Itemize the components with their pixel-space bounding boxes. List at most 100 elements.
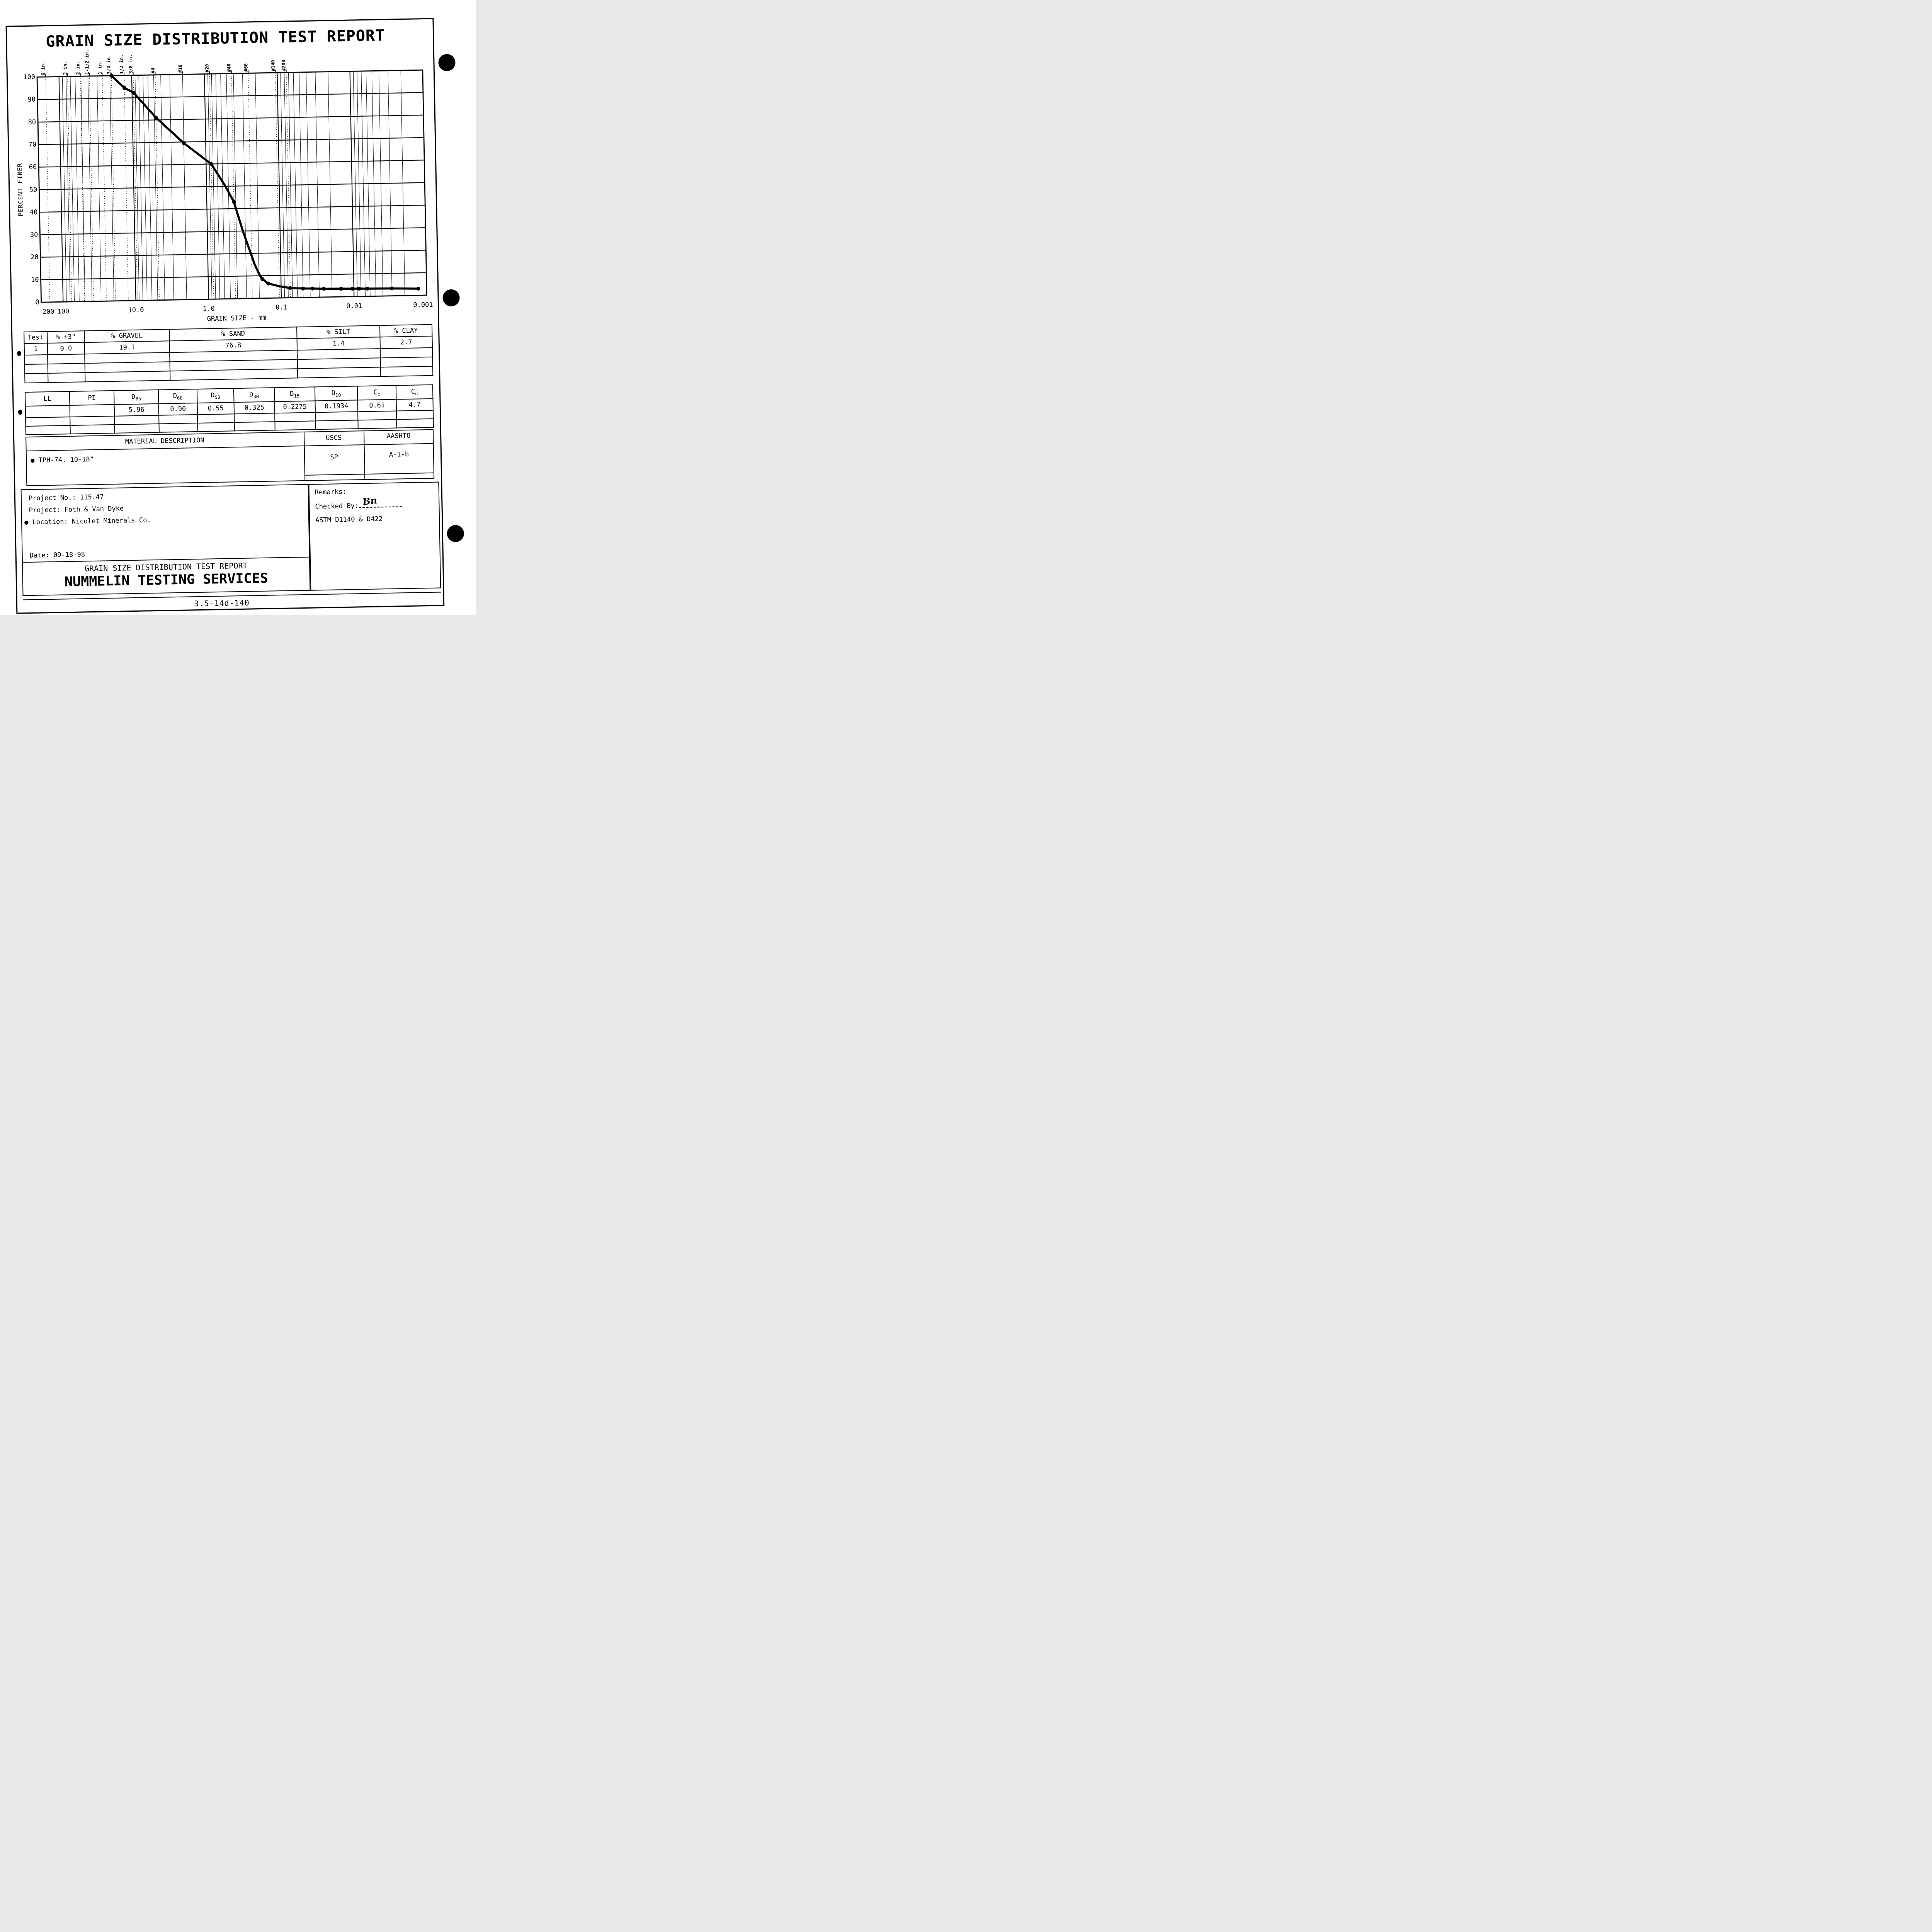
y-tick-10: 10 [31, 276, 39, 284]
gradation-row-bullet [17, 351, 22, 356]
material-description-row: ● TPH-74, 10-18" [31, 456, 94, 464]
col-pi: PI [69, 390, 114, 406]
grid-percent-line [38, 114, 423, 123]
grid-percent-line [41, 272, 427, 281]
x-tick-0.001: 0.001 [413, 301, 433, 309]
y-axis-title: PERCENT FINER [16, 163, 25, 217]
location-value: Nicolet Minerals Co. [71, 516, 151, 526]
curve-data-point [182, 141, 186, 145]
pct-clay: 2.7 [380, 336, 432, 349]
aashto-header: AASHTO [386, 432, 411, 440]
grid-percent-line [40, 250, 426, 258]
uscs-value: SP [330, 453, 338, 461]
hole-punch-top [438, 54, 456, 71]
sieve-label-#10: #10 [177, 64, 183, 73]
sieve-label-1 in.: 1 in. [97, 60, 103, 75]
y-tick-100: 100 [23, 73, 36, 82]
sieve-label-#140: #140 [270, 60, 276, 71]
curve-data-point [260, 277, 265, 281]
y-tick-30: 30 [30, 231, 38, 239]
aashto-value: A-1-b [389, 450, 409, 459]
x-tick-100: 100 [57, 308, 70, 316]
curve-data-point [209, 162, 213, 166]
grid-percent-line [39, 204, 425, 213]
d10-value: 0.1934 [315, 400, 358, 413]
curve-data-point [131, 90, 136, 95]
curve-data-point [122, 86, 126, 90]
grid-percent-line [37, 92, 423, 100]
col-d30: D30 [233, 388, 275, 403]
x-axis-tick-labels: 20 0 100 10.0 1.0 0.1 0.01 0.001 [0, 0, 470, 316]
cu-value: 4.7 [396, 398, 433, 411]
curve-data-point [321, 287, 326, 291]
project-no-value: 115.47 [80, 493, 104, 502]
stats-table: LL PI D85 D60 D50 D30 D15 D10 Cc Cu 5.96… [25, 384, 434, 435]
remarks-label: Remarks: [315, 488, 347, 497]
col-d60: D60 [158, 389, 197, 404]
hole-punch-bottom [447, 525, 464, 543]
col-silt: % SILT [296, 325, 380, 339]
grid-percent-line [40, 227, 426, 235]
sieve-label-#40: #40 [226, 63, 232, 72]
d30-value: 0.325 [234, 401, 275, 414]
curve-data-point [357, 286, 361, 291]
pi-value [70, 404, 115, 417]
grid-percent-line [38, 137, 424, 145]
x-tick-10.0: 10.0 [128, 306, 144, 315]
sieve-label-#60: #60 [243, 63, 249, 72]
project-value: Foth & Van Dyke [64, 505, 124, 514]
sieve-label-1/2 in.: 1/2 in. [119, 54, 125, 74]
col-plus3: % +3" [47, 331, 85, 344]
col-d85: D85 [114, 389, 159, 405]
page-code: 3.5-14d-140 [194, 598, 250, 609]
grid-percent-line [39, 182, 425, 190]
pct-plus3: 0.0 [47, 342, 85, 355]
x-tick-0.01: 0.01 [346, 302, 362, 310]
ll-value [25, 405, 70, 418]
x-tick-1.0: 1.0 [202, 305, 215, 313]
x-tick-0.1: 0.1 [275, 303, 288, 312]
date-value: 09-18-98 [53, 551, 85, 559]
col-d50: D50 [197, 388, 234, 403]
astm-standards: ASTM D1140 & D422 [315, 515, 383, 524]
col-ll: LL [25, 391, 70, 406]
col-test: Test [24, 332, 48, 344]
sieve-label-1-1/2 in.: 1-1/2 in. [84, 49, 90, 75]
test-number: 1 [24, 343, 48, 355]
pct-silt: 1.4 [297, 337, 381, 350]
curve-data-point [339, 287, 343, 291]
curve-data-point [301, 286, 305, 291]
scan-rotation-wrapper: GRAIN SIZE DISTRIBUTION TEST REPORT 100 9… [0, 0, 476, 615]
curve-data-point [416, 286, 420, 291]
y-axis-tick-labels: 100 90 80 70 60 50 40 30 20 10 0 [0, 0, 470, 306]
curve-data-point [288, 286, 293, 290]
col-gravel: % GRAVEL [84, 329, 170, 343]
y-tick-80: 80 [28, 118, 36, 126]
d50-value: 0.55 [197, 402, 235, 415]
plot-border [36, 69, 427, 303]
col-cu: Cu [396, 384, 433, 400]
stats-row-bullet [18, 410, 22, 415]
sieve-label-2 in.: 2 in. [75, 61, 81, 75]
sieve-size-labels: 6 in. 3 in. 2 in. 1-1/2 in. 1 in. 3/4 in. 1/2 … [0, 0, 470, 75]
curve-data-point [232, 200, 236, 204]
y-tick-20: 20 [30, 253, 39, 262]
grain-size-chart [36, 69, 427, 303]
d85-value: 5.96 [114, 403, 159, 416]
sieve-label-#4: #4 [150, 68, 156, 74]
curve-data-point [350, 287, 354, 291]
grid-percent-line [39, 160, 425, 168]
pct-gravel: 19.1 [84, 341, 170, 354]
cc-value: 0.61 [357, 399, 396, 412]
curve-data-point [366, 287, 370, 291]
checked-by-signature: Bn [362, 494, 378, 508]
curve-data-point [109, 73, 114, 78]
location-bullet: ● [24, 519, 29, 527]
d15-value: 0.2275 [274, 401, 316, 413]
sieve-label-6 in.: 6 in. [40, 61, 46, 76]
curve-data-point [266, 281, 270, 286]
material-bullet: ● [30, 456, 35, 464]
col-d15: D15 [274, 387, 315, 402]
y-tick-70: 70 [28, 141, 37, 149]
checked-by-line: Checked By: Bn [315, 495, 402, 510]
